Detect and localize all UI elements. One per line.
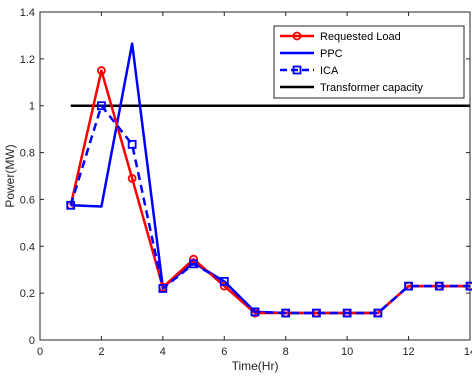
data-point xyxy=(465,281,472,291)
data-point xyxy=(404,281,413,291)
y-tick-label: 0 xyxy=(29,335,35,347)
legend-item: Requested Load xyxy=(280,31,401,43)
y-tick-label: 0.6 xyxy=(20,194,35,206)
x-tick-label: 2 xyxy=(98,346,104,358)
data-point xyxy=(342,308,352,318)
y-tick-label: 1.4 xyxy=(20,7,35,19)
data-point xyxy=(434,281,444,291)
x-tick-label: 12 xyxy=(402,346,414,358)
legend-label: Requested Load xyxy=(320,31,401,43)
data-point xyxy=(97,101,106,111)
legend-marker xyxy=(292,31,302,41)
data-point xyxy=(189,259,198,269)
legend: Requested Load PPC ICA Transformer capacity xyxy=(273,25,465,99)
x-tick-label: 4 xyxy=(160,346,166,358)
legend-item: ICA xyxy=(280,65,339,77)
y-tick-label: 1.2 xyxy=(20,54,35,66)
series-line xyxy=(69,104,470,315)
x-tick-label: 14 xyxy=(464,346,472,358)
x-tick-label: 8 xyxy=(283,346,289,358)
legend-label: PPC xyxy=(320,48,343,60)
series-ica xyxy=(66,101,472,318)
legend-label: ICA xyxy=(320,65,339,77)
data-point xyxy=(158,284,168,293)
y-tick-label: 1 xyxy=(29,101,35,113)
data-point xyxy=(127,139,137,149)
data-point xyxy=(66,200,76,210)
x-tick-label: 6 xyxy=(221,346,227,358)
data-point xyxy=(373,308,383,318)
data-point xyxy=(312,308,321,318)
y-axis-title: Power(MW) xyxy=(3,144,17,207)
data-point xyxy=(281,308,291,318)
x-tick-label: 0 xyxy=(37,346,43,358)
legend-label: Transformer capacity xyxy=(320,82,423,94)
y-tick-label: 0.8 xyxy=(20,148,35,160)
legend-item: Transformer capacity xyxy=(280,82,423,94)
data-point xyxy=(250,307,260,317)
legend-marker xyxy=(292,65,302,75)
x-tick-label: 10 xyxy=(341,346,353,358)
x-axis: 0 2 4 6 8 10 12 14 xyxy=(37,12,472,358)
data-point xyxy=(219,277,229,286)
y-axis: 0 0.2 0.4 0.6 0.8 1 1.2 1.4 xyxy=(20,7,470,347)
series-layer xyxy=(66,42,472,318)
y-tick-label: 0.4 xyxy=(20,241,35,253)
legend-item: PPC xyxy=(280,48,343,60)
data-point xyxy=(127,173,137,183)
data-point xyxy=(97,66,106,75)
x-axis-title: Time(Hr) xyxy=(232,359,279,373)
y-tick-label: 0.2 xyxy=(20,288,35,300)
